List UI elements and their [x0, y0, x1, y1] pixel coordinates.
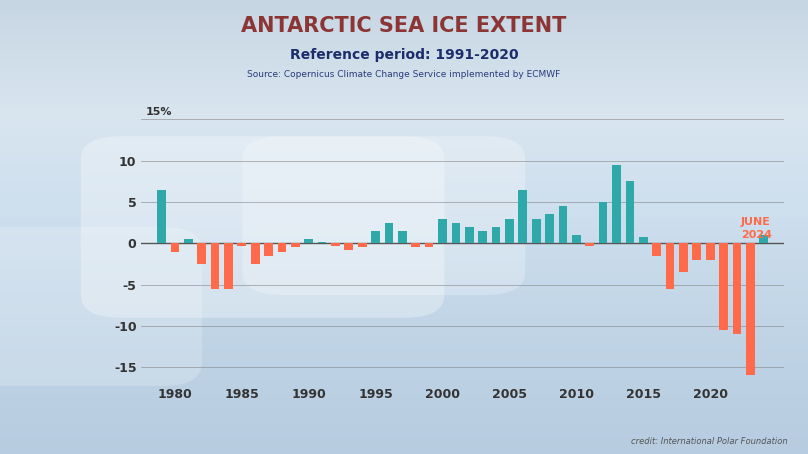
Bar: [733, 243, 741, 334]
Text: credit: International Polar Foundation: credit: International Polar Foundation: [631, 437, 788, 446]
Bar: [612, 165, 621, 243]
FancyBboxPatch shape: [242, 136, 525, 295]
Bar: [532, 218, 541, 243]
Bar: [438, 218, 447, 243]
Bar: [250, 243, 259, 264]
Bar: [478, 231, 487, 243]
Text: ANTARCTIC SEA ICE EXTENT: ANTARCTIC SEA ICE EXTENT: [242, 16, 566, 36]
Bar: [305, 239, 313, 243]
Bar: [585, 243, 594, 246]
Bar: [184, 239, 192, 243]
Bar: [706, 243, 714, 260]
Bar: [519, 190, 527, 243]
Bar: [599, 202, 608, 243]
Bar: [746, 243, 755, 375]
Bar: [465, 227, 473, 243]
Bar: [452, 222, 461, 243]
Bar: [197, 243, 206, 264]
Bar: [264, 243, 273, 256]
Bar: [558, 206, 567, 243]
Bar: [652, 243, 661, 256]
Bar: [666, 243, 675, 289]
Bar: [291, 243, 300, 247]
Bar: [385, 222, 393, 243]
Bar: [719, 243, 728, 330]
Bar: [411, 243, 420, 247]
Bar: [318, 242, 326, 243]
Bar: [344, 243, 353, 250]
Bar: [371, 231, 380, 243]
Bar: [492, 227, 500, 243]
Bar: [545, 214, 554, 243]
Bar: [398, 231, 406, 243]
Bar: [572, 235, 581, 243]
Text: Reference period: 1991-2020: Reference period: 1991-2020: [290, 48, 518, 62]
Bar: [679, 243, 688, 272]
Bar: [760, 235, 768, 243]
Bar: [157, 190, 166, 243]
Bar: [224, 243, 233, 289]
Text: Source: Copernicus Climate Change Service implemented by ECMWF: Source: Copernicus Climate Change Servic…: [247, 70, 561, 79]
FancyBboxPatch shape: [0, 227, 202, 386]
Bar: [331, 243, 340, 246]
FancyBboxPatch shape: [81, 136, 444, 318]
Bar: [211, 243, 219, 289]
Bar: [639, 237, 647, 243]
Bar: [505, 218, 514, 243]
Bar: [278, 243, 286, 252]
Bar: [692, 243, 701, 260]
Bar: [170, 243, 179, 252]
Text: JUNE
2024: JUNE 2024: [741, 217, 772, 240]
Bar: [625, 182, 634, 243]
Bar: [425, 243, 433, 247]
Bar: [358, 243, 367, 247]
Text: 15%: 15%: [145, 107, 172, 117]
Bar: [238, 243, 246, 246]
